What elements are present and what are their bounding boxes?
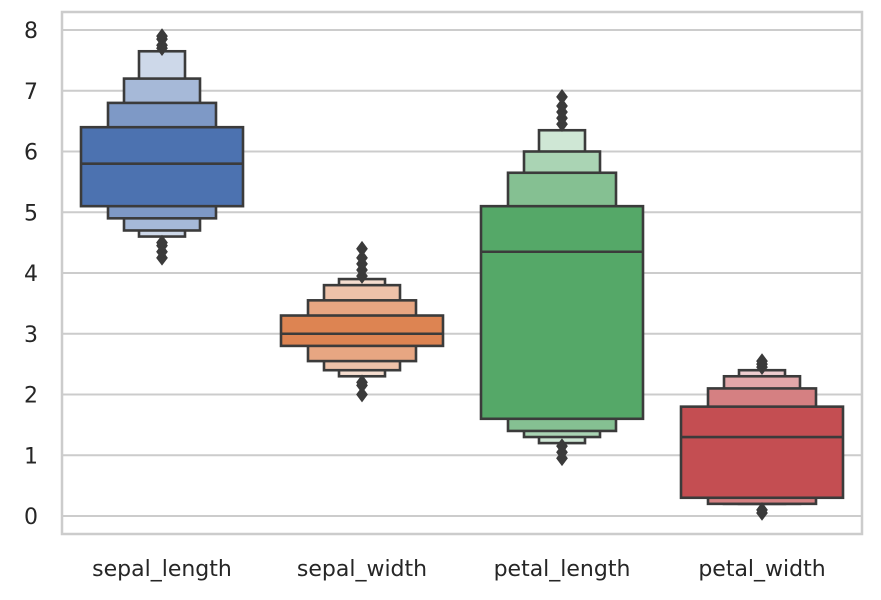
plot-frame — [60, 10, 864, 536]
outlier-point — [756, 353, 768, 369]
x-tick-label: sepal_width — [297, 557, 427, 582]
y-tick-label: 2 — [24, 384, 38, 409]
outlier-point — [156, 234, 168, 251]
x-tick-label: sepal_length — [92, 557, 232, 582]
y-tick-label: 6 — [24, 141, 38, 166]
y-tick-label: 5 — [24, 201, 38, 226]
boxen-level-1 — [479, 204, 645, 421]
y-tick-label: 8 — [24, 19, 38, 44]
outlier-point — [756, 502, 768, 518]
outlier-point — [356, 240, 368, 257]
boxen-level-1 — [679, 405, 845, 500]
outlier-point — [356, 386, 368, 403]
boxen-level-1 — [279, 314, 445, 348]
outlier-point — [556, 438, 568, 454]
outlier-point — [556, 98, 568, 114]
x-tick-label: petal_width — [698, 557, 825, 582]
outlier-point — [156, 28, 168, 44]
y-tick-label: 7 — [24, 80, 38, 105]
outlier-point — [556, 88, 568, 105]
y-tick-label: 4 — [24, 262, 38, 287]
y-tick-label: 3 — [24, 323, 38, 348]
outlier-point — [356, 249, 368, 266]
y-tick-label: 0 — [24, 505, 38, 530]
x-tick-label: petal_length — [494, 557, 631, 582]
boxen-level-1 — [79, 125, 245, 208]
outlier-point — [356, 374, 368, 391]
y-tick-label: 1 — [24, 444, 38, 469]
